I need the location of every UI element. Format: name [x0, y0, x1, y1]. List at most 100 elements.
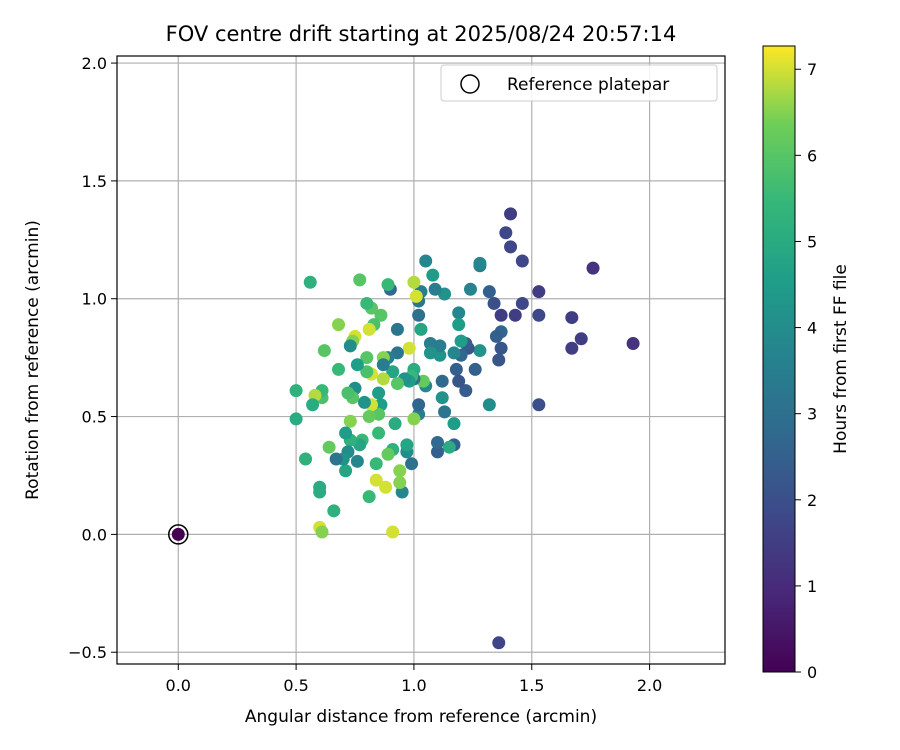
data-point	[430, 435, 444, 449]
data-point	[565, 341, 579, 355]
data-point	[343, 414, 357, 428]
data-point	[339, 464, 353, 478]
data-point	[532, 398, 546, 412]
data-point	[376, 372, 390, 386]
data-point	[487, 296, 501, 310]
data-point	[435, 374, 449, 388]
data-point	[350, 358, 364, 372]
data-point	[379, 480, 393, 494]
data-point	[317, 344, 331, 358]
y-tick-label: 0.0	[82, 525, 107, 544]
data-point	[350, 454, 364, 468]
x-tick-label: 1.0	[401, 676, 426, 695]
data-point	[369, 473, 383, 487]
data-point	[299, 452, 313, 466]
legend-marker	[460, 74, 480, 94]
data-point	[289, 412, 303, 426]
data-point	[329, 452, 343, 466]
data-point	[405, 457, 419, 471]
data-point	[332, 362, 346, 376]
data-point	[574, 332, 588, 346]
data-point	[492, 353, 506, 367]
data-point	[515, 296, 529, 310]
data-point	[412, 308, 426, 322]
data-point	[407, 275, 421, 289]
data-point	[532, 308, 546, 322]
data-point	[386, 525, 400, 539]
data-point	[341, 386, 355, 400]
data-point	[532, 285, 546, 299]
data-point	[494, 308, 508, 322]
data-point	[459, 384, 473, 398]
data-point	[306, 398, 320, 412]
data-point	[353, 273, 367, 287]
grid-lines	[117, 56, 725, 664]
data-point	[565, 311, 579, 325]
data-point	[357, 395, 371, 409]
data-point	[482, 398, 496, 412]
colorbar-tick-label: 4	[807, 319, 817, 338]
y-tick-label: 2.0	[82, 54, 107, 73]
data-point	[442, 440, 456, 454]
x-tick-label: 1.5	[519, 676, 544, 695]
data-point	[435, 391, 449, 405]
data-point	[393, 476, 407, 490]
data-point	[360, 296, 374, 310]
legend-box	[440, 64, 718, 102]
data-points	[289, 207, 640, 650]
colorbar-gradient	[762, 45, 796, 673]
data-point	[360, 365, 374, 379]
data-point	[409, 289, 423, 303]
data-point	[381, 278, 395, 292]
colorbar-tick-label: 5	[807, 232, 817, 251]
data-point	[447, 346, 461, 360]
y-axis-ticks: −0.5 0.0 0.5 1.0 1.5 2.0	[68, 54, 117, 662]
data-point	[452, 374, 466, 388]
colorbar-tick-label: 2	[807, 491, 817, 510]
data-point	[386, 365, 400, 379]
colorbar-tick-label: 1	[807, 577, 817, 596]
colorbar-ticks: 0 1 2 3 4 5 6 7	[795, 60, 817, 682]
data-point	[449, 362, 463, 376]
data-point	[327, 504, 341, 518]
data-point	[388, 417, 402, 431]
y-axis-label: Rotation from reference (arcmin)	[23, 220, 43, 500]
y-tick-label: 1.0	[82, 290, 107, 309]
data-point	[390, 322, 404, 336]
data-point	[360, 351, 374, 365]
data-point	[452, 306, 466, 320]
data-point	[343, 339, 357, 353]
data-point	[407, 412, 421, 426]
colorbar-tick-label: 0	[807, 663, 817, 682]
y-tick-label: 0.5	[82, 408, 107, 427]
colorbar-label: Hours from first FF file	[831, 264, 851, 454]
data-point	[426, 268, 440, 282]
legend: Reference platepar	[440, 64, 718, 102]
data-point	[289, 384, 303, 398]
y-tick-label: −0.5	[68, 643, 107, 662]
data-point	[322, 440, 336, 454]
data-point	[452, 318, 466, 332]
data-point	[393, 464, 407, 478]
data-point	[412, 398, 426, 412]
data-point	[492, 636, 506, 650]
reference-point	[171, 527, 185, 541]
data-point	[473, 344, 487, 358]
data-point	[369, 457, 383, 471]
y-tick-label: 1.5	[82, 172, 107, 191]
data-point	[423, 337, 437, 351]
x-tick-label: 0.0	[166, 676, 191, 695]
data-point	[430, 445, 444, 459]
data-point	[508, 308, 522, 322]
data-point	[515, 254, 529, 268]
data-point	[419, 254, 433, 268]
data-point	[313, 485, 327, 499]
chart-title: FOV centre drift starting at 2025/08/24 …	[166, 22, 677, 46]
data-point	[626, 337, 640, 351]
data-point	[362, 490, 376, 504]
colorbar: 0 1 2 3 4 5 6 7 Hours from first FF file	[762, 45, 851, 682]
data-point	[494, 341, 508, 355]
data-point	[454, 334, 468, 348]
data-point	[423, 346, 437, 360]
data-point	[372, 386, 386, 400]
